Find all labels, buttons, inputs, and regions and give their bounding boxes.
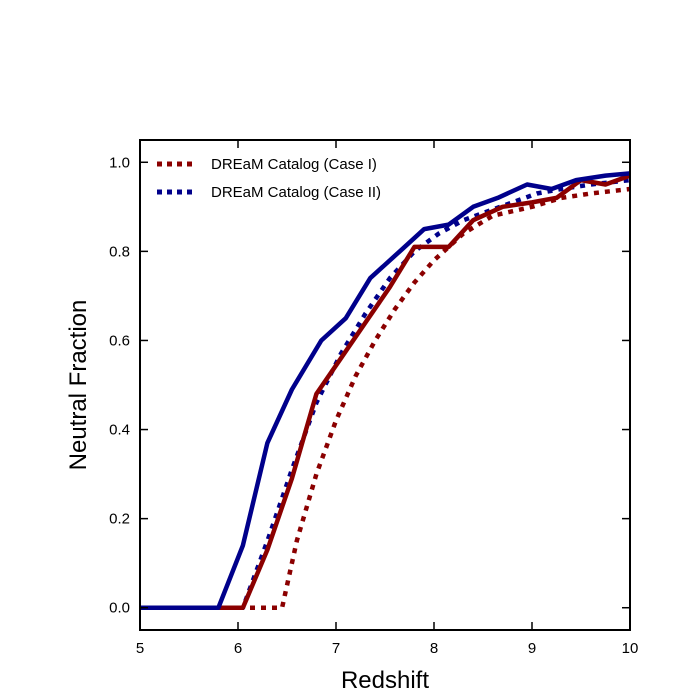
x-tick-label-6: 6 (234, 640, 242, 657)
x-tick-label-10: 10 (622, 640, 639, 657)
y-tick-label-0-0: 0.0 (109, 600, 130, 617)
x-tick-label-9: 9 (528, 640, 536, 657)
y-axis-title: Neutral Fraction (65, 300, 92, 471)
y-tick-label-0-8: 0.8 (109, 243, 130, 260)
series-line-dream-catalog-case-i (140, 186, 631, 610)
x-tick-label-7: 7 (332, 640, 340, 657)
legend-label-case-2: DREaM Catalog (Case II) (211, 184, 381, 201)
y-tick-label-0-6: 0.6 (109, 332, 130, 349)
x-axis-title: Redshift (341, 667, 429, 694)
x-tick-label-5: 5 (136, 640, 144, 657)
series-line-solid-red (140, 173, 631, 610)
series-line-solid-blue (140, 171, 631, 610)
ticks (139, 140, 631, 630)
plot-frame (139, 139, 631, 631)
y-tick-label-0-2: 0.2 (109, 511, 130, 528)
tick-labels: 5 6 7 8 9 10 0.0 0.2 0.4 0.6 0.8 1.0 (109, 154, 638, 657)
legend-label-case-1: DREaM Catalog (Case I) (211, 156, 377, 173)
series-line-dream-catalog-case-ii (140, 177, 631, 610)
plot-lines (140, 171, 631, 610)
y-tick-label-0-4: 0.4 (109, 422, 130, 439)
x-tick-label-8: 8 (430, 640, 438, 657)
legend: DREaM Catalog (Case I) DREaM Catalog (Ca… (157, 156, 381, 201)
y-tick-label-1-0: 1.0 (109, 154, 130, 171)
